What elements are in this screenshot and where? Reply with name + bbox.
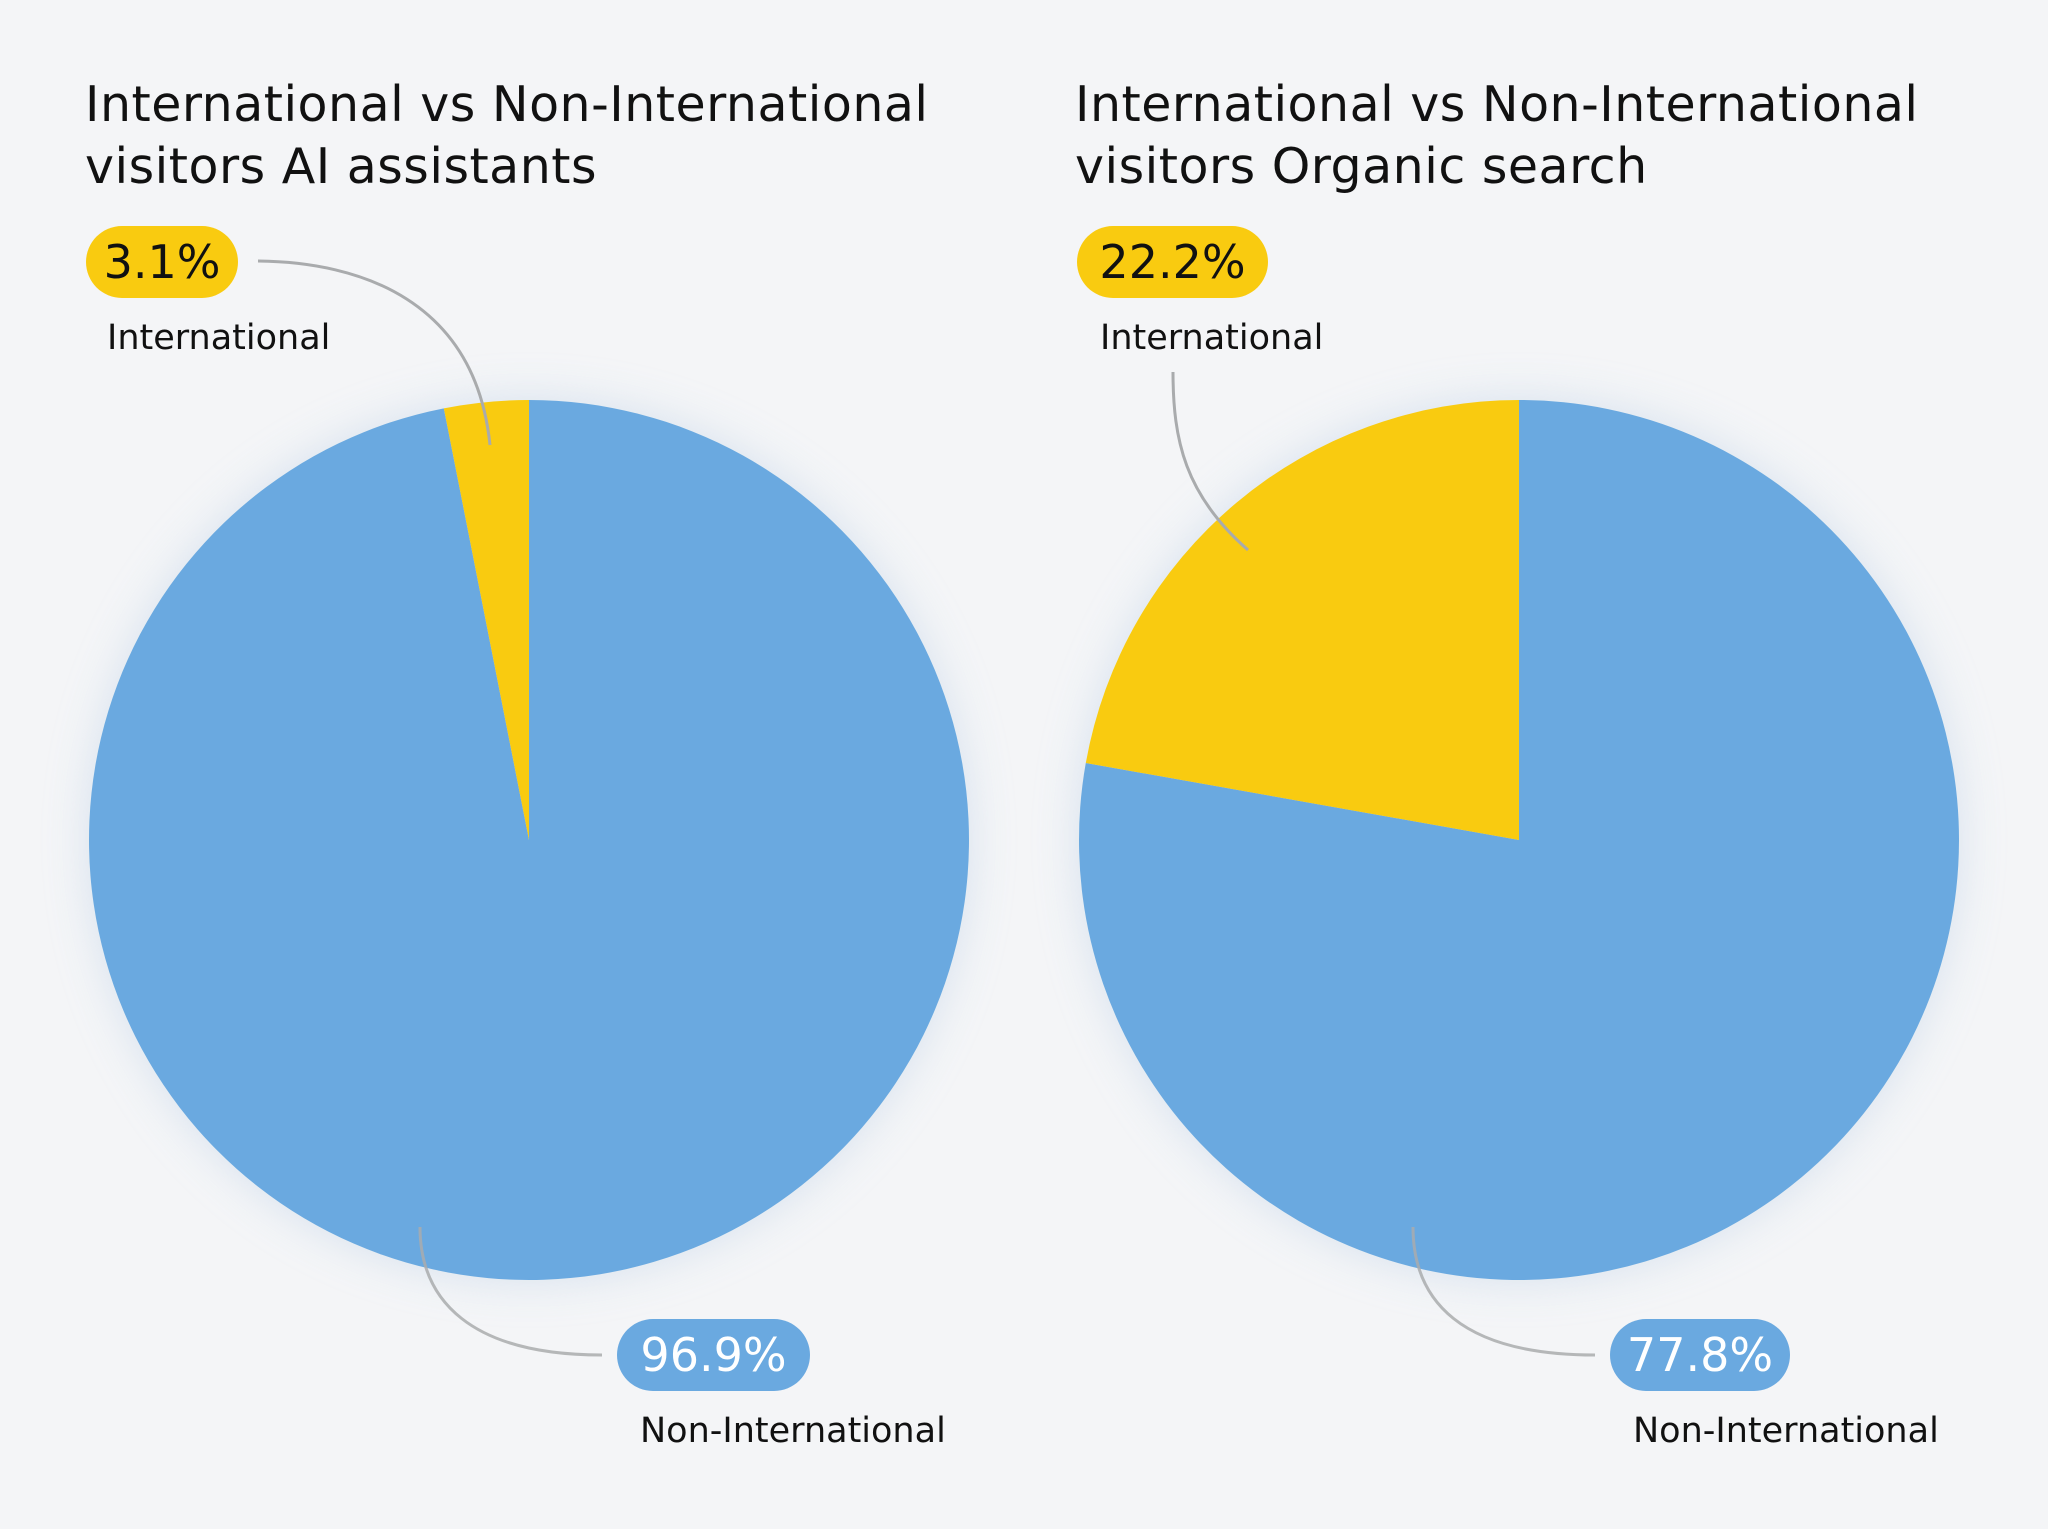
slice-international bbox=[1085, 400, 1519, 840]
label-non-international: Non-International bbox=[1633, 1411, 1939, 1451]
leader-line-non-international bbox=[1411, 1226, 1596, 1357]
label-international: International bbox=[1100, 318, 1324, 358]
value-badge-non-international: 77.8% bbox=[1610, 1319, 1790, 1391]
chart-title-ai-assistants: International vs Non-International visit… bbox=[85, 76, 929, 195]
pie-chart-ai-assistants bbox=[88, 259, 969, 1357]
value-badge-international: 22.2% bbox=[1077, 226, 1268, 298]
pie-chart-organic-search bbox=[1079, 371, 1960, 1357]
label-international: International bbox=[107, 318, 331, 358]
label-non-international: Non-International bbox=[640, 1411, 946, 1451]
value-badge-non-international: 96.9% bbox=[617, 1319, 810, 1391]
chart-title-organic-search: International vs Non-International visit… bbox=[1075, 76, 1919, 195]
leader-line-international bbox=[257, 259, 492, 446]
value-badge-international: 3.1% bbox=[86, 226, 238, 298]
slice-non-international bbox=[1079, 400, 1960, 1281]
slice-non-international bbox=[88, 400, 969, 1280]
slice-international bbox=[443, 400, 529, 840]
leader-line-international bbox=[1171, 371, 1249, 552]
leader-line-non-international bbox=[418, 1226, 603, 1357]
